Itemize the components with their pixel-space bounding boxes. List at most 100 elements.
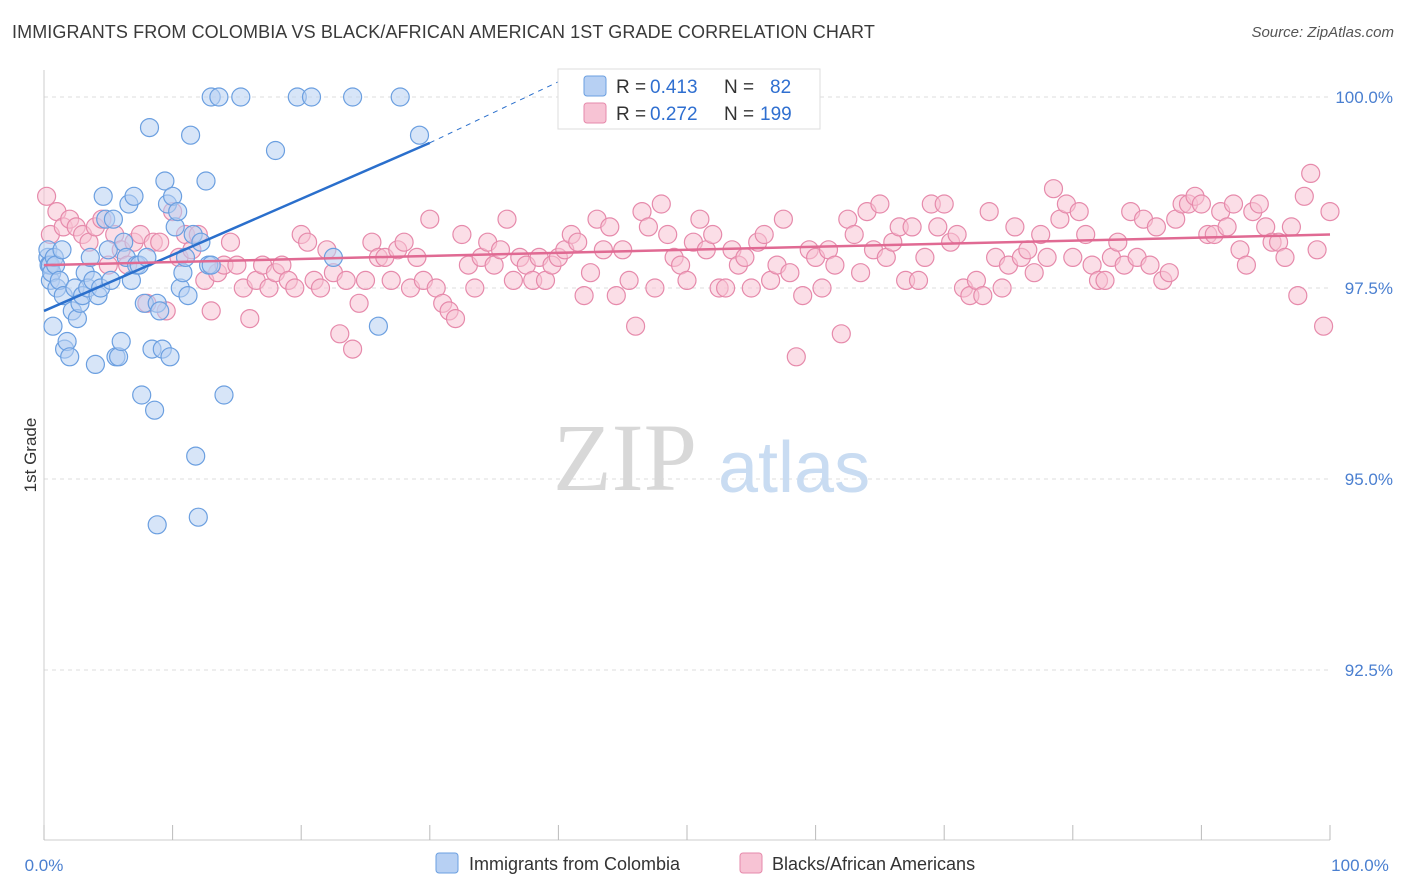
y-tick-label: 100.0% xyxy=(1335,88,1393,107)
point-blacks-african-americans xyxy=(1069,202,1089,222)
point-blacks-african-americans xyxy=(381,270,401,290)
point-blacks-african-americans xyxy=(1043,179,1064,199)
point-blacks-african-americans xyxy=(1024,263,1044,283)
point-blacks-african-americans xyxy=(870,194,890,214)
x-tick-marks xyxy=(43,825,1331,840)
point-blacks-african-americans xyxy=(606,286,626,306)
point-blacks-african-americans xyxy=(420,209,440,229)
point-immigrants-from-colombia xyxy=(214,385,234,405)
point-blacks-african-americans xyxy=(36,186,57,206)
point-immigrants-from-colombia xyxy=(343,87,363,107)
point-immigrants-from-colombia xyxy=(111,331,131,352)
legend: R = 0.413 N = 82 R = 0.272 N = 199 xyxy=(557,68,821,130)
bottom-legend-label-pink: Blacks/African Americans xyxy=(772,854,975,874)
point-immigrants-from-colombia xyxy=(80,247,100,267)
point-blacks-african-americans xyxy=(1236,255,1257,275)
point-blacks-african-americans xyxy=(908,270,929,290)
point-blacks-african-americans xyxy=(201,301,221,321)
legend-n-value-pink: 199 xyxy=(760,104,792,125)
point-immigrants-from-colombia xyxy=(390,87,410,107)
x-tick-label-max: 100.0% xyxy=(1331,856,1389,875)
point-blacks-african-americans xyxy=(336,270,356,290)
point-blacks-african-americans xyxy=(1294,186,1314,206)
point-blacks-african-americans xyxy=(645,278,665,298)
point-blacks-african-americans xyxy=(1037,247,1057,267)
trend-lines xyxy=(43,81,1331,313)
point-blacks-african-americans xyxy=(1146,217,1167,237)
point-blacks-african-americans xyxy=(580,263,601,283)
point-immigrants-from-colombia xyxy=(52,240,72,260)
point-blacks-african-americans xyxy=(793,286,813,306)
point-blacks-african-americans xyxy=(1191,194,1212,214)
series-blacks-african-americans xyxy=(36,163,1340,367)
point-immigrants-from-colombia xyxy=(155,171,175,191)
point-immigrants-from-colombia xyxy=(181,125,201,145)
trend-line-colombia xyxy=(43,141,431,313)
point-blacks-african-americans xyxy=(973,286,993,306)
point-blacks-african-americans xyxy=(568,232,588,252)
point-blacks-african-americans xyxy=(703,224,723,245)
point-immigrants-from-colombia xyxy=(209,87,229,107)
point-blacks-african-americans xyxy=(298,232,318,252)
point-blacks-african-americans xyxy=(1108,232,1128,252)
point-immigrants-from-colombia xyxy=(60,347,80,367)
legend-n-label-blue: N = xyxy=(724,77,754,98)
point-blacks-african-americans xyxy=(979,202,999,222)
point-blacks-african-americans xyxy=(150,232,170,252)
watermark-atlas: atlas xyxy=(718,428,870,508)
point-blacks-african-americans xyxy=(574,286,594,306)
legend-swatch-pink xyxy=(583,102,607,124)
point-blacks-african-americans xyxy=(638,217,659,237)
point-immigrants-from-colombia xyxy=(85,354,106,374)
bottom-legend-swatch-pink xyxy=(739,852,763,874)
point-immigrants-from-colombia xyxy=(124,186,144,206)
point-blacks-african-americans xyxy=(310,278,331,298)
legend-n-value-blue: 82 xyxy=(770,77,791,98)
point-immigrants-from-colombia xyxy=(43,316,63,336)
point-blacks-african-americans xyxy=(831,324,851,344)
point-blacks-african-americans xyxy=(1140,255,1160,275)
bottom-legend-swatch-blue xyxy=(435,852,459,874)
point-blacks-african-americans xyxy=(1095,270,1115,290)
point-blacks-african-americans xyxy=(227,255,247,275)
point-blacks-african-americans xyxy=(825,255,845,275)
point-blacks-african-americans xyxy=(786,347,806,367)
trend-line-black-african-american xyxy=(43,233,1331,267)
x-tick-label-min: 0.0% xyxy=(25,856,64,875)
legend-r-label-pink: R = xyxy=(616,104,646,125)
trend-line-colombia-extension xyxy=(429,81,559,144)
grid-lines xyxy=(44,96,1330,671)
point-immigrants-from-colombia xyxy=(145,400,165,420)
point-blacks-african-americans xyxy=(1217,217,1237,237)
point-immigrants-from-colombia xyxy=(196,171,216,191)
point-blacks-african-americans xyxy=(1307,240,1327,260)
point-blacks-african-americans xyxy=(497,209,517,229)
point-blacks-african-americans xyxy=(902,217,922,237)
point-blacks-african-americans xyxy=(1249,194,1269,214)
point-blacks-african-americans xyxy=(844,224,864,245)
point-immigrants-from-colombia xyxy=(168,202,188,222)
point-blacks-african-americans xyxy=(1313,316,1334,336)
point-blacks-african-americans xyxy=(812,278,832,298)
point-blacks-african-americans xyxy=(593,240,614,260)
point-blacks-african-americans xyxy=(1063,247,1083,267)
legend-r-value-pink: 0.272 xyxy=(650,104,698,125)
point-blacks-african-americans xyxy=(773,209,794,229)
point-immigrants-from-colombia xyxy=(201,255,221,275)
point-blacks-african-americans xyxy=(850,263,871,283)
point-blacks-african-americans xyxy=(1005,217,1025,237)
chart-title: IMMIGRANTS FROM COLOMBIA VS BLACK/AFRICA… xyxy=(12,22,875,42)
point-blacks-african-americans xyxy=(1018,240,1038,260)
point-blacks-african-americans xyxy=(754,224,774,245)
bottom-legend-label-blue: Immigrants from Colombia xyxy=(469,854,681,874)
point-blacks-african-americans xyxy=(613,240,633,260)
bottom-legend: Immigrants from Colombia Blacks/African … xyxy=(435,852,975,874)
point-immigrants-from-colombia xyxy=(301,87,322,107)
point-blacks-african-americans xyxy=(715,278,736,298)
point-immigrants-from-colombia xyxy=(409,125,430,145)
point-blacks-african-americans xyxy=(445,309,466,329)
point-blacks-african-americans xyxy=(452,224,472,245)
point-blacks-african-americans xyxy=(394,232,414,252)
point-blacks-african-americans xyxy=(490,240,511,260)
point-immigrants-from-colombia xyxy=(139,117,160,138)
